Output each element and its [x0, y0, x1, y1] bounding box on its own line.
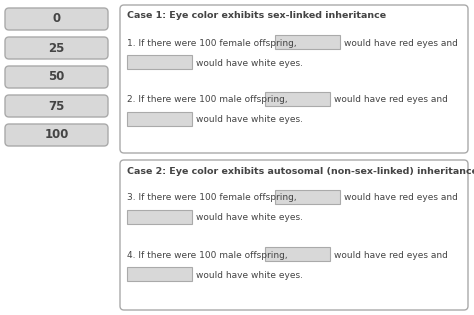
Text: 3. If there were 100 female offspring,: 3. If there were 100 female offspring,	[127, 193, 297, 203]
Text: Case 2: Eye color exhibits autosomal (non-sex-linked) inheritance: Case 2: Eye color exhibits autosomal (no…	[127, 167, 474, 175]
Text: would have white eyes.: would have white eyes.	[196, 59, 303, 67]
FancyBboxPatch shape	[127, 55, 192, 69]
Text: 0: 0	[53, 13, 61, 26]
Text: 25: 25	[48, 42, 64, 54]
FancyBboxPatch shape	[127, 210, 192, 224]
Text: 1. If there were 100 female offspring,: 1. If there were 100 female offspring,	[127, 38, 297, 48]
Text: 2. If there were 100 male offspring,: 2. If there were 100 male offspring,	[127, 95, 288, 105]
Text: 100: 100	[44, 129, 69, 141]
Text: 75: 75	[48, 100, 64, 112]
FancyBboxPatch shape	[127, 267, 192, 281]
FancyBboxPatch shape	[275, 35, 340, 49]
FancyBboxPatch shape	[120, 160, 468, 310]
FancyBboxPatch shape	[5, 37, 108, 59]
Text: would have red eyes and: would have red eyes and	[334, 95, 448, 105]
Text: would have white eyes.: would have white eyes.	[196, 116, 303, 124]
FancyBboxPatch shape	[127, 112, 192, 126]
FancyBboxPatch shape	[5, 95, 108, 117]
Text: 50: 50	[48, 71, 64, 83]
FancyBboxPatch shape	[120, 5, 468, 153]
FancyBboxPatch shape	[5, 66, 108, 88]
Text: would have red eyes and: would have red eyes and	[344, 193, 458, 203]
Text: Case 1: Eye color exhibits sex-linked inheritance: Case 1: Eye color exhibits sex-linked in…	[127, 12, 386, 20]
Text: would have white eyes.: would have white eyes.	[196, 271, 303, 279]
FancyBboxPatch shape	[265, 92, 330, 106]
Text: would have red eyes and: would have red eyes and	[344, 38, 458, 48]
Text: would have red eyes and: would have red eyes and	[334, 250, 448, 260]
FancyBboxPatch shape	[275, 190, 340, 204]
FancyBboxPatch shape	[265, 247, 330, 261]
FancyBboxPatch shape	[5, 124, 108, 146]
Text: 4. If there were 100 male offspring,: 4. If there were 100 male offspring,	[127, 250, 288, 260]
FancyBboxPatch shape	[5, 8, 108, 30]
Text: would have white eyes.: would have white eyes.	[196, 214, 303, 222]
